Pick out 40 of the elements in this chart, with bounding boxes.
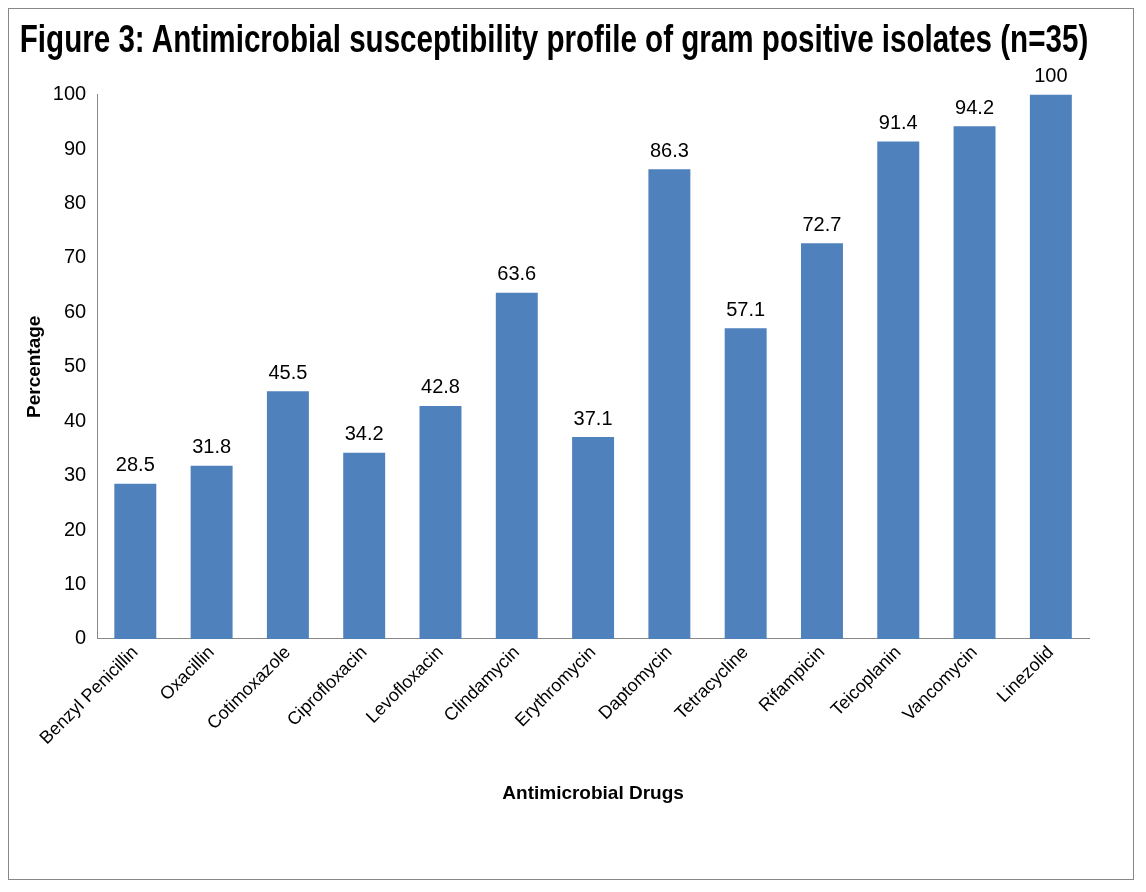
bar xyxy=(419,405,462,639)
bar xyxy=(724,328,767,639)
bar xyxy=(1029,94,1072,639)
bar xyxy=(495,292,538,639)
bar xyxy=(800,243,843,639)
bar xyxy=(572,437,615,639)
bar xyxy=(114,483,157,639)
bar xyxy=(190,465,233,639)
y-tick-label: 100 xyxy=(52,82,87,105)
data-label: 57.1 xyxy=(726,297,766,320)
y-tick-label: 10 xyxy=(63,572,87,595)
data-label: 86.3 xyxy=(649,138,689,161)
x-axis-title: Antimicrobial Drugs xyxy=(502,781,684,803)
bar xyxy=(343,452,386,639)
bar xyxy=(648,169,691,639)
y-tick-label: 0 xyxy=(75,626,87,649)
y-tick-label: 20 xyxy=(63,517,87,540)
y-tick-label: 30 xyxy=(63,463,87,486)
y-tick-label: 90 xyxy=(63,136,87,159)
data-label: 72.7 xyxy=(802,212,842,235)
chart-title: Figure 3: Antimicrobial susceptibility profile of gram positive isolates (n=35) xyxy=(19,17,1089,61)
bar xyxy=(266,391,309,639)
data-label: 42.8 xyxy=(421,375,460,398)
data-label: 34.2 xyxy=(344,422,384,445)
y-tick-label: 50 xyxy=(63,354,87,377)
y-axis-title: Percentage xyxy=(22,315,44,419)
data-label: 91.4 xyxy=(878,110,918,133)
data-label: 37.1 xyxy=(573,406,613,429)
data-label: 94.2 xyxy=(955,95,995,118)
data-label: 45.5 xyxy=(268,360,308,383)
bar xyxy=(877,141,920,639)
y-tick-label: 70 xyxy=(63,245,87,268)
bar xyxy=(953,126,996,639)
data-label: 28.5 xyxy=(115,453,155,476)
y-tick-label: 60 xyxy=(63,299,87,322)
y-tick-label: 80 xyxy=(63,190,87,213)
data-label: 63.6 xyxy=(497,262,537,285)
data-label: 31.8 xyxy=(192,435,232,458)
data-label: 100 xyxy=(1034,64,1068,87)
y-tick-label: 40 xyxy=(63,408,87,431)
